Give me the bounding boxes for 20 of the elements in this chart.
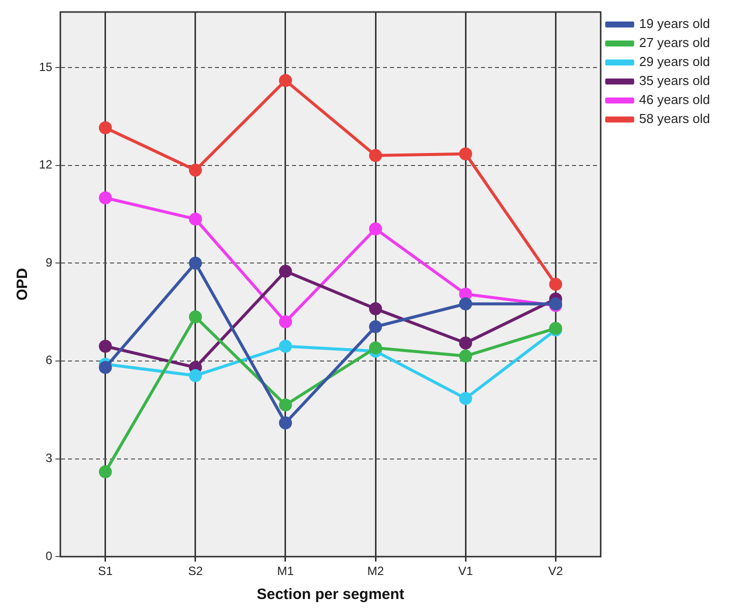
y-tick-label: 15 bbox=[38, 60, 53, 74]
legend-label: 35 years old bbox=[639, 73, 710, 88]
x-tick-label: M2 bbox=[367, 564, 384, 578]
legend-label: 27 years old bbox=[639, 35, 710, 50]
y-tick-label: 0 bbox=[46, 548, 53, 563]
y-tick-label: 12 bbox=[38, 158, 53, 172]
x-tick-label: M1 bbox=[277, 564, 294, 578]
y-tick-label: 9 bbox=[46, 255, 53, 270]
y-tick-label: 3 bbox=[46, 451, 53, 466]
x-tick-label: S1 bbox=[98, 564, 114, 578]
y-axis-title: OPD bbox=[14, 268, 32, 301]
legend-label: 19 years old bbox=[639, 16, 710, 32]
legend-label: 29 years old bbox=[639, 54, 710, 70]
x-tick-label: S2 bbox=[188, 564, 204, 578]
legend-label: 58 years old bbox=[639, 111, 710, 126]
x-tick-label: V1 bbox=[458, 564, 474, 578]
legend-label: 46 years old bbox=[639, 92, 710, 108]
x-axis-title: Section per segment bbox=[256, 586, 404, 604]
y-tick-label: 6 bbox=[46, 353, 53, 368]
x-tick-label: V2 bbox=[548, 564, 564, 578]
